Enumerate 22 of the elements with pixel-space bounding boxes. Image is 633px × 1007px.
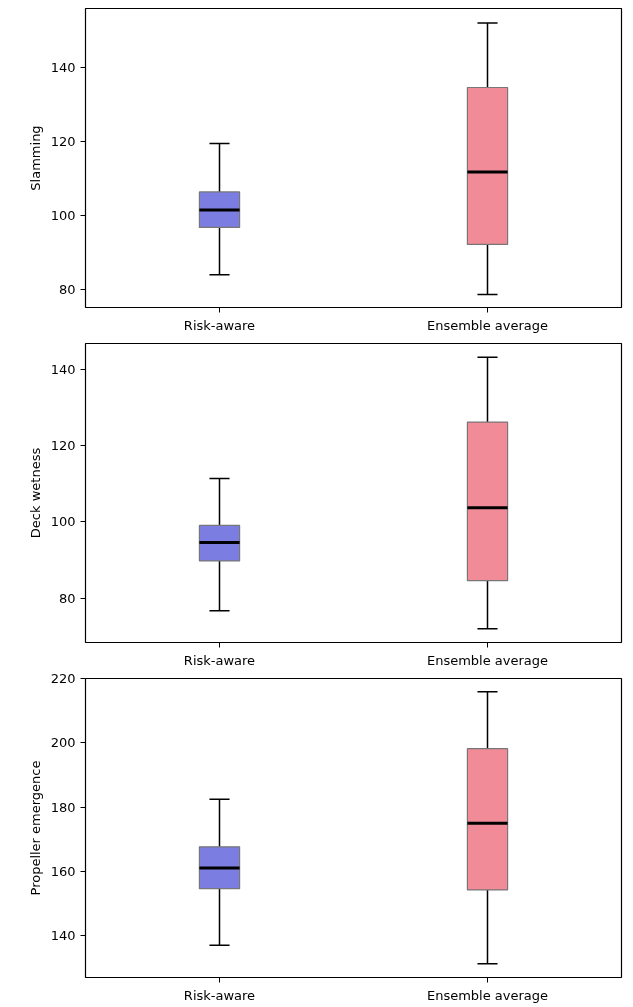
y-axis-title: Propeller emergence: [27, 760, 43, 896]
y-tick-label: 80: [58, 281, 76, 297]
y-tick-label: 200: [50, 735, 76, 751]
x-tick-label: Ensemble average: [426, 987, 549, 1003]
x-tick-label: Risk-aware: [183, 317, 256, 333]
x-tick-label: Ensemble average: [426, 652, 549, 668]
y-tick-label: 140: [50, 60, 76, 76]
x-tick-label: Risk-aware: [183, 987, 256, 1003]
y-axis-title: Deck wetness: [27, 447, 43, 539]
y-tick-label: 160: [50, 864, 76, 880]
y-tick-label: 220: [50, 671, 76, 686]
y-tick-label: 100: [50, 207, 76, 223]
y-tick-label: 120: [50, 438, 76, 454]
y-tick-label: 120: [50, 133, 76, 149]
y-tick-label: 140: [50, 361, 76, 377]
y-tick-label: 80: [58, 590, 76, 606]
x-tick-label: Ensemble average: [426, 317, 549, 333]
y-axis-title: Slamming: [27, 125, 43, 191]
y-tick-label: 140: [50, 928, 76, 944]
y-tick-label: 100: [50, 514, 76, 530]
y-tick-label: 180: [50, 799, 76, 815]
x-tick-label: Risk-aware: [183, 652, 256, 668]
